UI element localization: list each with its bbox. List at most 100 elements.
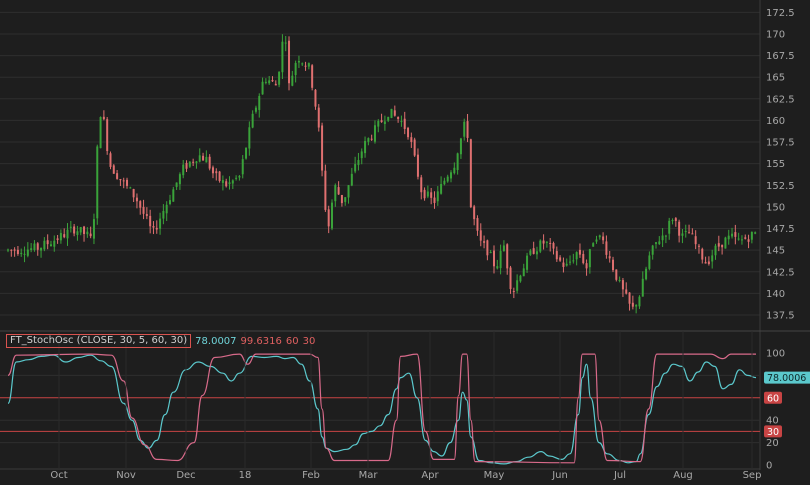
candle-body bbox=[254, 107, 257, 112]
candle-body bbox=[245, 147, 248, 159]
candle-body bbox=[588, 249, 591, 268]
price-tick-label: 142.5 bbox=[766, 267, 795, 278]
x-tick-label: Feb bbox=[302, 470, 320, 481]
price-tick-label: 162.5 bbox=[766, 94, 795, 105]
candle-body bbox=[387, 116, 390, 121]
candle-body bbox=[413, 139, 416, 156]
candle-body bbox=[565, 263, 568, 266]
x-tick-label: Mar bbox=[359, 470, 379, 481]
candle-body bbox=[707, 261, 710, 264]
candle-body bbox=[159, 218, 162, 229]
candle-body bbox=[466, 121, 469, 138]
candle-body bbox=[483, 241, 486, 243]
candle-body bbox=[724, 237, 727, 249]
candle-body bbox=[747, 239, 750, 242]
candle-body bbox=[317, 107, 320, 128]
candle-body bbox=[628, 292, 631, 304]
candle-body bbox=[221, 180, 224, 183]
candle-body bbox=[248, 127, 251, 149]
candle-body bbox=[291, 75, 294, 86]
candle-body bbox=[459, 138, 462, 155]
osc-tick-label: 20 bbox=[766, 438, 779, 449]
candle-body bbox=[658, 241, 661, 245]
candle-body bbox=[512, 291, 515, 293]
candle-body bbox=[750, 231, 753, 240]
candle-body bbox=[43, 240, 46, 250]
candle-body bbox=[400, 121, 403, 123]
candle-body bbox=[16, 249, 19, 254]
price-tick-label: 150 bbox=[766, 202, 785, 213]
candle-body bbox=[694, 236, 697, 245]
high-level-badge-bg bbox=[764, 391, 782, 404]
candle-body bbox=[473, 206, 476, 220]
candle-body bbox=[674, 218, 677, 221]
candle-body bbox=[288, 40, 291, 84]
candle-body bbox=[83, 226, 86, 234]
candle-body bbox=[562, 262, 565, 267]
candle-body bbox=[30, 248, 33, 250]
candle-body bbox=[129, 187, 132, 189]
candle-body bbox=[714, 245, 717, 256]
candle-body bbox=[112, 165, 115, 174]
candle-body bbox=[350, 173, 353, 186]
candle-body bbox=[258, 96, 261, 110]
candle-body bbox=[202, 155, 205, 161]
study-name-label[interactable]: FT_StochOsc (CLOSE, 30, 5, 60, 30) bbox=[6, 334, 192, 348]
candle-body bbox=[433, 197, 436, 203]
price-tick-label: 157.5 bbox=[766, 138, 795, 149]
candle-body bbox=[535, 251, 538, 255]
candle-body bbox=[440, 184, 443, 194]
candle-body bbox=[228, 182, 231, 185]
price-panel-grid bbox=[0, 11, 760, 316]
candle-body bbox=[274, 83, 277, 86]
candle-body bbox=[364, 141, 367, 154]
candle-body bbox=[235, 177, 238, 179]
price-candles bbox=[7, 34, 757, 314]
candle-body bbox=[621, 280, 624, 290]
price-tick-label: 165 bbox=[766, 73, 785, 84]
candle-body bbox=[7, 249, 9, 251]
candle-body bbox=[119, 179, 122, 181]
candle-body bbox=[185, 162, 188, 169]
candle-body bbox=[46, 240, 49, 245]
candle-body bbox=[327, 209, 330, 227]
high-level-badge: 60 bbox=[767, 393, 779, 404]
candle-body bbox=[324, 170, 327, 210]
candle-body bbox=[671, 220, 674, 222]
study-value-d: 99.6316 bbox=[240, 335, 282, 347]
price-tick-label: 172.5 bbox=[766, 8, 795, 19]
candle-body bbox=[641, 278, 644, 297]
osc-tick-label: 40 bbox=[766, 416, 779, 427]
candle-body bbox=[426, 191, 429, 197]
candle-body bbox=[479, 230, 482, 241]
candle-body bbox=[697, 245, 700, 247]
candle-body bbox=[49, 244, 52, 247]
candle-body bbox=[23, 253, 26, 255]
candle-body bbox=[311, 65, 314, 88]
x-tick-label: 18 bbox=[239, 470, 252, 481]
candle-body bbox=[208, 156, 211, 169]
candle-body bbox=[347, 185, 350, 198]
candle-body bbox=[618, 279, 621, 282]
candle-body bbox=[168, 200, 171, 204]
candle-body bbox=[552, 243, 555, 249]
study-value-k: 78.0007 bbox=[195, 335, 237, 347]
candle-body bbox=[737, 238, 740, 240]
price-tick-label: 147.5 bbox=[766, 224, 795, 235]
candle-body bbox=[545, 241, 548, 243]
x-tick-label: Jun bbox=[551, 470, 568, 481]
value-badges: 78.0006 60 30 bbox=[764, 371, 810, 438]
candle-body bbox=[109, 153, 112, 167]
candle-body bbox=[390, 108, 393, 118]
candle-body bbox=[585, 263, 588, 269]
x-tick-label: Aug bbox=[673, 470, 693, 481]
candle-body bbox=[688, 232, 691, 234]
price-tick-label: 145 bbox=[766, 246, 785, 257]
candle-body bbox=[241, 159, 244, 175]
candle-body bbox=[595, 239, 598, 242]
candle-body bbox=[625, 289, 628, 294]
candle-body bbox=[337, 187, 340, 195]
candle-body bbox=[251, 113, 254, 128]
candle-body bbox=[96, 146, 99, 219]
